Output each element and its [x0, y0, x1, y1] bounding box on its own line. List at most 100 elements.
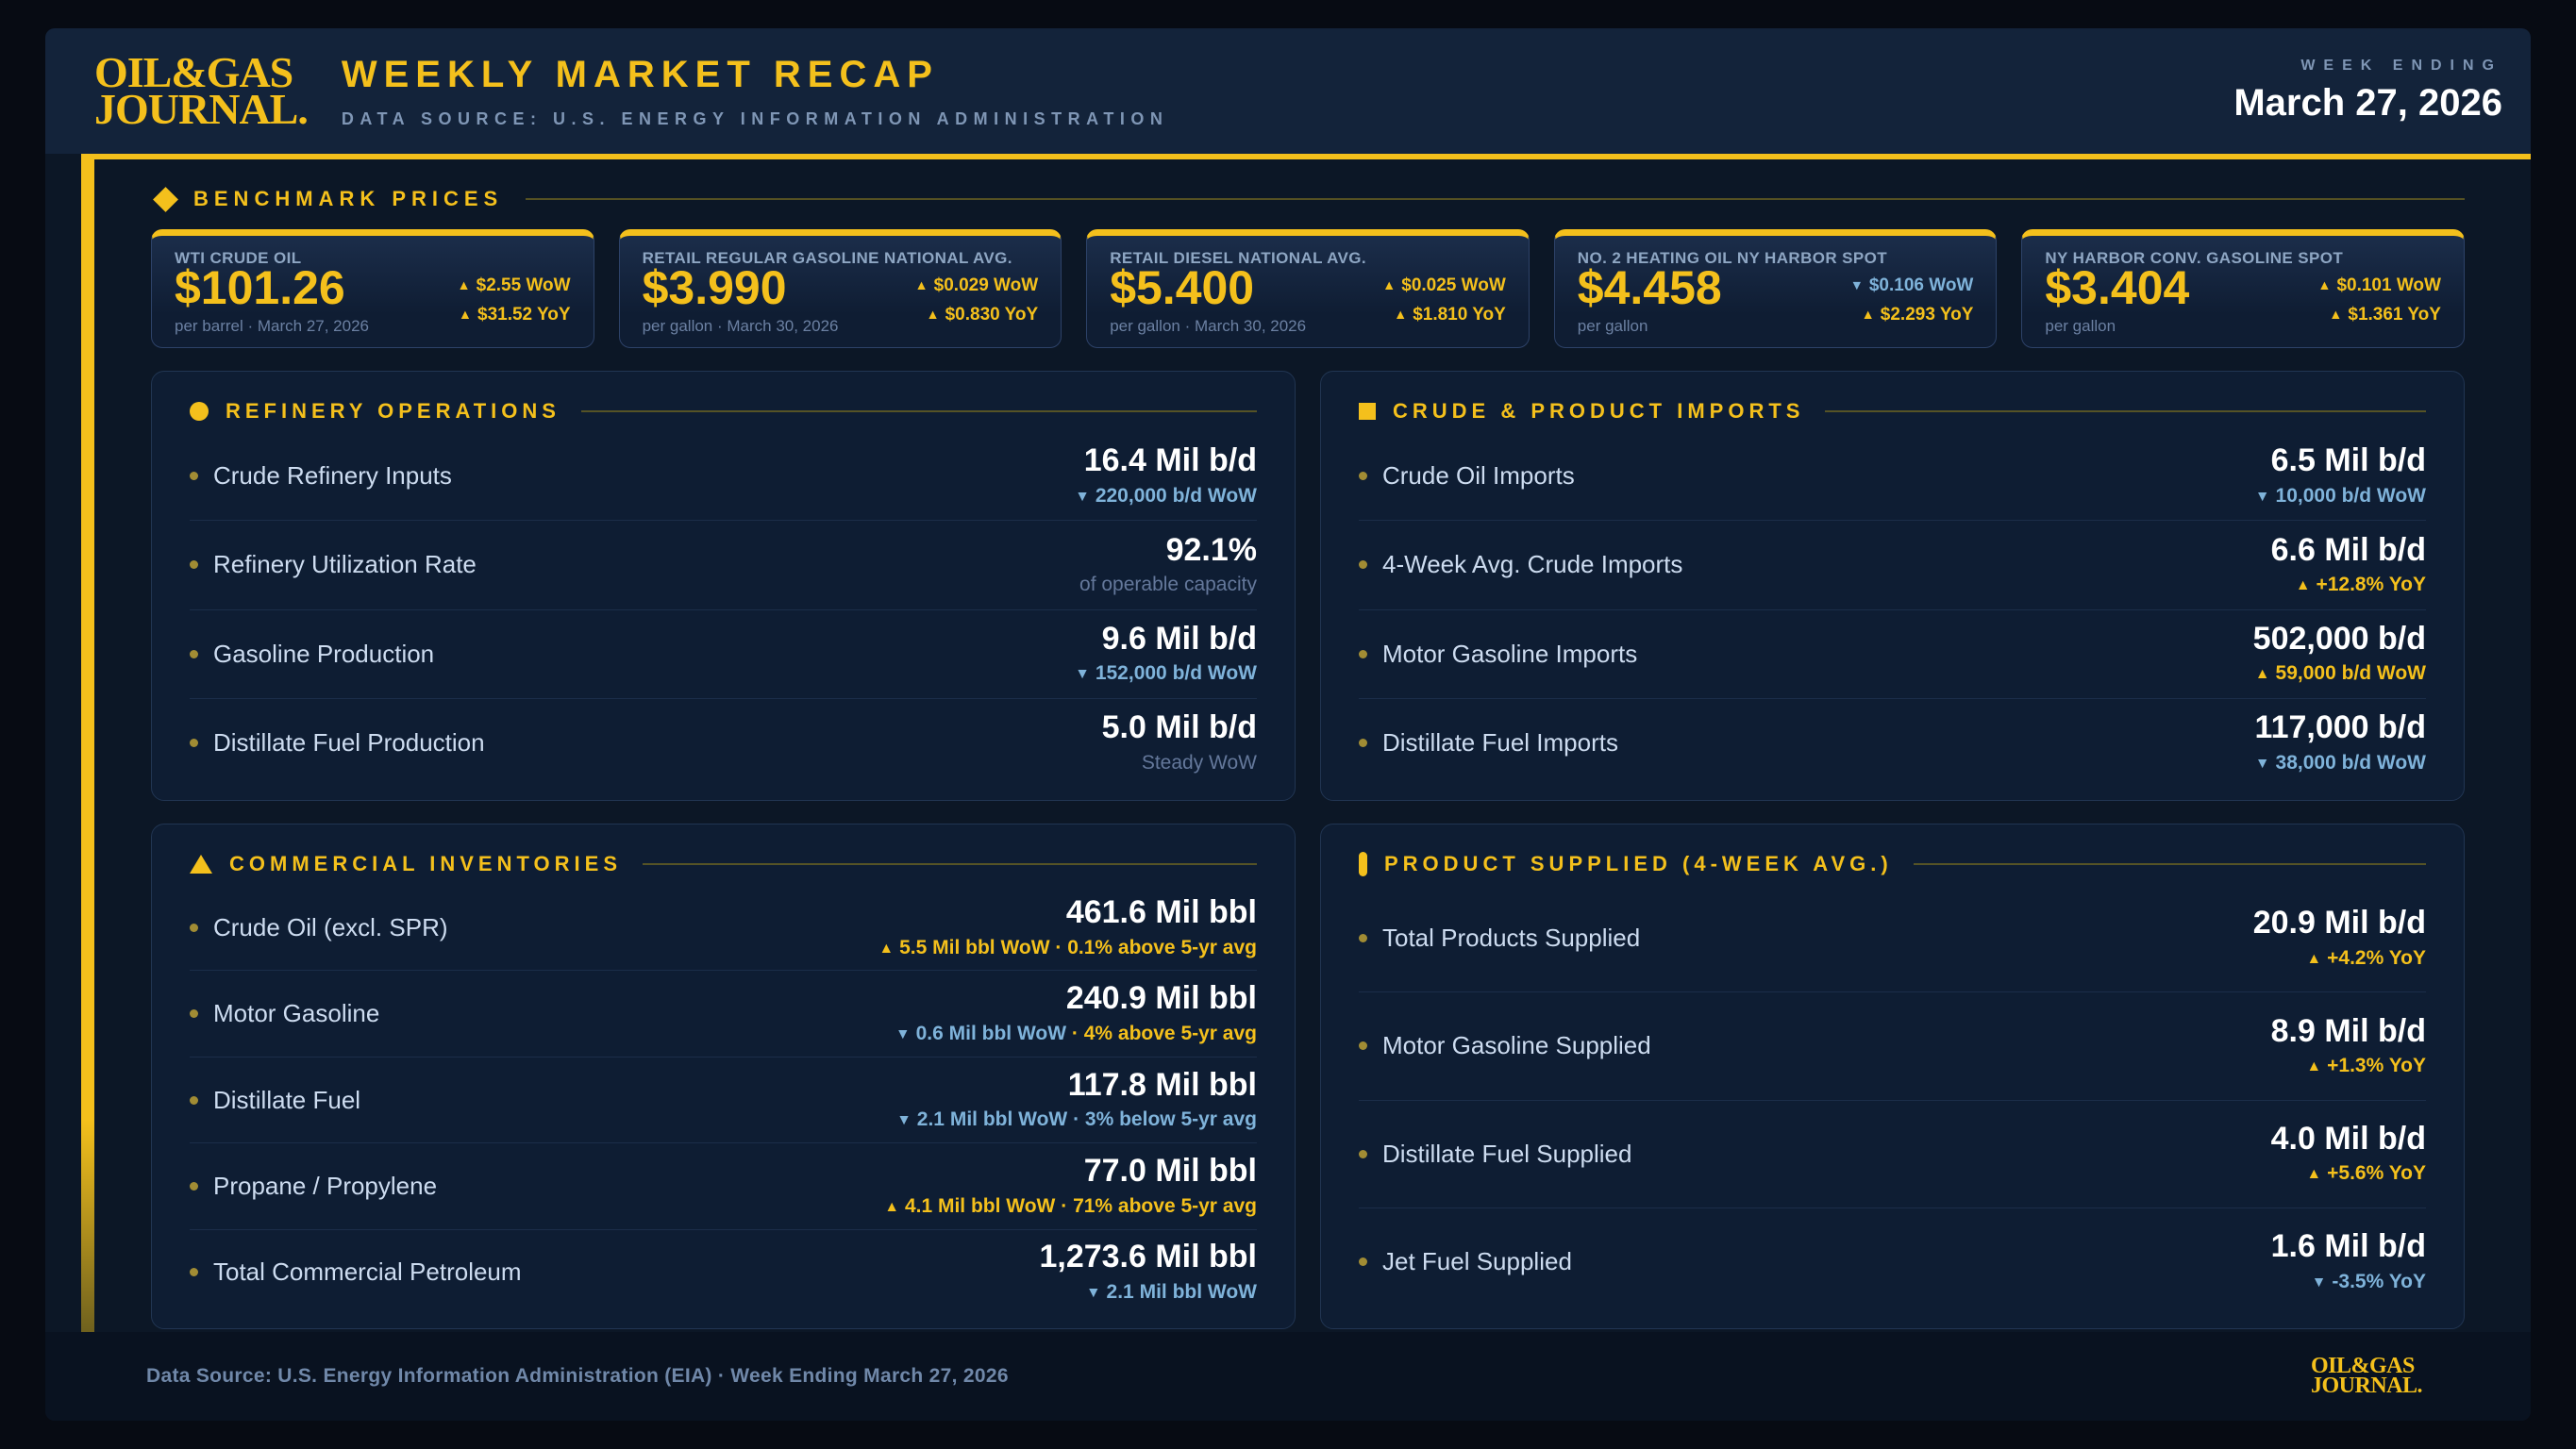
metric-row: Refinery Utilization Rate 92.1% of operabl… — [190, 520, 1257, 608]
metric-label-block: Motor Gasoline — [190, 999, 379, 1028]
trend-segment-neutral: Steady WoW — [1141, 751, 1257, 774]
metric-trend: ▼ 38,000 b/d WoW — [2255, 752, 2426, 774]
metric-trend: ▼ 2.1 Mil bbl WoW — [1039, 1281, 1257, 1304]
bullet-icon — [190, 560, 198, 570]
benchmark-price-unit: per barrel · March 27, 2026 — [175, 317, 369, 335]
square-icon — [1359, 403, 1376, 420]
metric-label-block: Total Products Supplied — [1359, 924, 1640, 953]
bullet-icon — [1359, 649, 1367, 658]
change-up: ▲ $0.830 YoY — [926, 304, 1039, 325]
data-source-subtitle: DATA SOURCE: U.S. ENERGY INFORMATION ADM… — [341, 108, 1169, 128]
benchmark-price-value: $3.990 — [642, 261, 787, 314]
benchmark-card-label: NO. 2 HEATING OIL NY HARBOR SPOT — [1577, 249, 1888, 264]
metric-value: 4.0 Mil b/d — [2270, 1120, 2426, 1157]
up-triangle-icon: ▲ — [926, 307, 940, 323]
metric-value-block: 6.5 Mil b/d ▼ 10,000 b/d WoW — [2255, 444, 2426, 508]
bullet-icon — [1359, 472, 1367, 481]
down-triangle-icon: ▼ — [1085, 1285, 1101, 1302]
benchmark-change-block: ▲ $0.029 WoW ▲ $0.830 YoY — [915, 275, 1039, 325]
page-title: WEEKLY MARKET RECAP — [341, 53, 939, 95]
benchmark-price-unit: per gallon — [1577, 317, 1648, 335]
trend-segment-down: · 3% below 5-yr avg — [1067, 1108, 1257, 1131]
metric-value: 92.1% — [1165, 531, 1257, 568]
benchmark-card-price-block: $5.400 per gallon · March 30, 2026 — [1110, 264, 1375, 336]
metric-value: 117,000 b/d — [2254, 709, 2426, 746]
benchmark-card-label: WTI CRUDE OIL — [175, 249, 302, 264]
panel-rule — [1825, 410, 2426, 412]
metric-label-block: Distillate Fuel — [190, 1086, 360, 1115]
content-frame: OIL&GAS JOURNAL. WEEKLY MARKET RECAP DAT… — [45, 28, 2531, 1421]
metric-label-block: Motor Gasoline Supplied — [1359, 1031, 1651, 1060]
metric-value: 5.0 Mil b/d — [1101, 709, 1257, 746]
metric-trend: ▲ 5.5 Mil bbl WoW · 0.1% above 5-yr avg — [879, 937, 1258, 959]
up-triangle-icon: ▲ — [2306, 1058, 2322, 1075]
change-up: ▲ $1.810 YoY — [1394, 304, 1506, 325]
benchmark-card-main: $3.404 per gallon ▲ $0.101 WoW ▲ $1.361 YoY — [2045, 264, 2441, 336]
benchmark-card: WTI CRUDE OIL $101.26 per barrel · March 2… — [151, 229, 594, 348]
change-up: ▲ $1.361 YoY — [2329, 304, 2441, 325]
metric-value: 461.6 Mil bbl — [1065, 893, 1257, 930]
metric-label: Distillate Fuel Production — [213, 727, 485, 757]
metric-label: Motor Gasoline Imports — [1382, 639, 1638, 668]
metric-trend: ▼ 10,000 b/d WoW — [2255, 485, 2426, 508]
trend-segment-down: ▼ 2.1 Mil bbl WoW — [896, 1108, 1068, 1131]
bullet-icon — [1359, 738, 1367, 747]
benchmark-price-unit: per gallon · March 30, 2026 — [1110, 317, 1307, 335]
metric-label-block: Distillate Fuel Production — [190, 728, 485, 758]
metric-value: 16.4 Mil b/d — [1083, 442, 1257, 479]
panel-header-commercial-inventories: COMMERCIAL INVENTORIES — [190, 849, 1257, 879]
metric-label-block: Propane / Propylene — [190, 1172, 437, 1201]
trend-segment-down: ▼ 0.6 Mil bbl WoW — [895, 1022, 1067, 1044]
panel-header-product-supplied: PRODUCT SUPPLIED (4-WEEK AVG.) — [1359, 849, 2426, 879]
metric-row: Distillate Fuel Production 5.0 Mil b/d Ste… — [190, 697, 1257, 787]
metric-value-block: 5.0 Mil b/d Steady WoW — [1101, 709, 1257, 774]
oil-gas-journal-logo: OIL&GAS JOURNAL. — [94, 51, 309, 133]
metric-trend: ▲ +4.2% YoY — [2253, 947, 2426, 970]
metric-trend: ▼ 0.6 Mil bbl WoW · 4% above 5-yr avg — [895, 1023, 1257, 1045]
metric-label-block: Jet Fuel Supplied — [1359, 1247, 1572, 1276]
change-up: ▲ $0.029 WoW — [914, 275, 1039, 295]
bullet-icon — [1359, 1149, 1367, 1158]
footer-logo-line-2: JOURNAL. — [2310, 1374, 2423, 1398]
metric-label-block: Total Commercial Petroleum — [190, 1257, 522, 1287]
down-triangle-icon: ▼ — [2311, 1274, 2327, 1291]
metric-trend: ▲ 4.1 Mil bbl WoW · 71% above 5-yr avg — [884, 1195, 1257, 1218]
panel-rule — [580, 410, 1257, 412]
panel-title-product-supplied: PRODUCT SUPPLIED (4-WEEK AVG.) — [1384, 852, 1893, 875]
metric-value-block: 6.6 Mil b/d ▲ +12.8% YoY — [2271, 533, 2426, 597]
benchmark-card-main: $101.26 per barrel · March 27, 2026 ▲ $2.55… — [175, 264, 571, 336]
benchmark-card-main: $3.990 per gallon · March 30, 2026 ▲ $0.029… — [643, 264, 1039, 336]
header-titles: WEEKLY MARKET RECAP DATA SOURCE: U.S. EN… — [342, 54, 1169, 129]
metric-value-block: 240.9 Mil bbl ▼ 0.6 Mil bbl WoW · 4% above… — [895, 982, 1257, 1045]
trend-segment-up: · 0.1% above 5-yr avg — [1049, 936, 1257, 958]
circle-icon — [190, 402, 209, 421]
up-triangle-icon: ▲ — [2295, 577, 2311, 594]
panel-rule — [643, 863, 1257, 865]
metric-value-block: 20.9 Mil b/d ▲ +4.2% YoY — [2253, 907, 2426, 970]
down-triangle-icon: ▼ — [895, 1025, 911, 1042]
up-triangle-icon: ▲ — [914, 277, 928, 293]
benchmark-price-unit: per gallon — [2045, 317, 2116, 335]
metric-row: Distillate Fuel Supplied 4.0 Mil b/d ▲ +5.6… — [1359, 1099, 2426, 1208]
metric-label-block: Refinery Utilization Rate — [190, 550, 477, 579]
trend-segment-down: ▼ 152,000 b/d WoW — [1075, 662, 1257, 685]
metric-row: Crude Refinery Inputs 16.4 Mil b/d ▼ 220,00… — [190, 432, 1257, 520]
metric-label: Total Products Supplied — [1382, 924, 1641, 953]
panel-header-refinery-operations: REFINERY OPERATIONS — [190, 396, 1257, 426]
benchmark-card: NY HARBOR CONV. GASOLINE SPOT $3.404 per g… — [2021, 229, 2465, 348]
metric-value: 117.8 Mil bbl — [1067, 1066, 1257, 1103]
panel-title-commercial-inventories: COMMERCIAL INVENTORIES — [229, 852, 622, 875]
metric-label: Total Commercial Petroleum — [213, 1257, 522, 1287]
metric-row: Crude Oil Imports 6.5 Mil b/d ▼ 10,000 b/d … — [1359, 432, 2426, 520]
bullet-icon — [1359, 934, 1367, 943]
metric-row: Crude Oil (excl. SPR) 461.6 Mil bbl ▲ 5.5 M… — [190, 885, 1257, 970]
benchmark-card-price-block: $3.404 per gallon — [2045, 264, 2310, 336]
metric-label-block: Distillate Fuel Supplied — [1359, 1140, 1631, 1169]
benchmark-price-value: $4.458 — [1577, 261, 1722, 314]
benchmark-change-block: ▼ $0.106 WoW ▲ $2.293 YoY — [1850, 275, 1974, 325]
change-down: ▼ $0.106 WoW — [1849, 275, 1974, 295]
logo-line-2: JOURNAL. — [94, 84, 309, 133]
trend-segment-up: ▲ +4.2% YoY — [2306, 946, 2426, 969]
metric-value: 8.9 Mil b/d — [2270, 1012, 2426, 1049]
change-up: ▲ $2.55 WoW — [457, 275, 571, 295]
